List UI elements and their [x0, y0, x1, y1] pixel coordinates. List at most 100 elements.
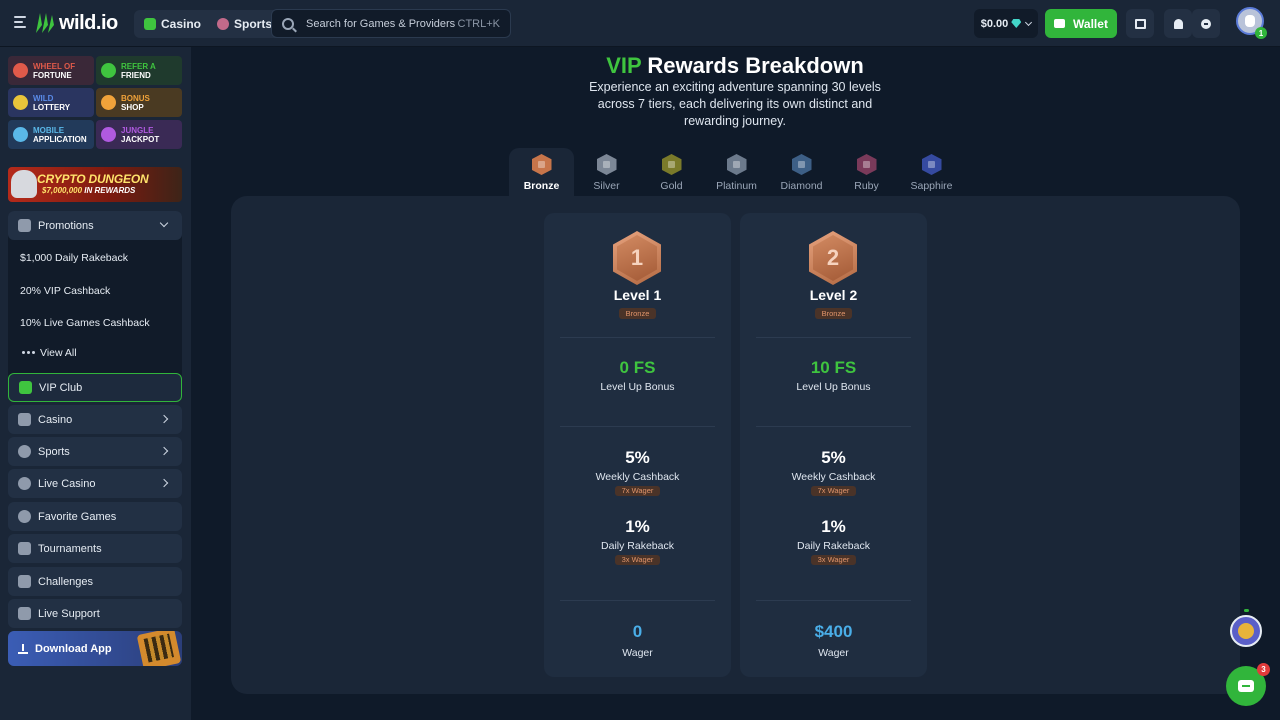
divider [560, 337, 715, 338]
download-icon [18, 643, 28, 654]
tab-ruby[interactable]: Ruby [834, 148, 899, 196]
promo-link-live-cashback[interactable]: 10% Live Games Cashback [20, 317, 150, 329]
tile-mobile-application[interactable]: Mobile Application [8, 120, 94, 149]
tier-badge: Bronze [815, 308, 852, 319]
tile-bonus-shop[interactable]: Bonus Shop [96, 88, 182, 117]
page-title: VIP Rewards Breakdown [595, 53, 875, 79]
tile-refer-a-friend[interactable]: Refer a Friend [96, 56, 182, 85]
nav-casino[interactable]: Casino [140, 10, 205, 38]
rakeback-wager-badge: 3x Wager [615, 555, 660, 565]
wager-value: $400 [814, 622, 853, 641]
wager-value: 0 [632, 622, 643, 641]
wager-label: Wager [818, 647, 849, 659]
avatar[interactable] [1236, 7, 1264, 35]
balance-value: $0.00 [980, 17, 1009, 30]
promo-link-vip-cashback[interactable]: 20% VIP Cashback [20, 285, 111, 297]
sidebar-item-challenges[interactable]: Challenges [8, 567, 182, 596]
sidebar-item-promotions[interactable]: Promotions [8, 211, 182, 240]
search-shortcut: CTRL+K [457, 17, 501, 30]
cashback-wager-badge: 7x Wager [811, 486, 856, 496]
sidebar-item-casino[interactable]: Casino [8, 405, 182, 434]
balance-selector[interactable]: $0.00 [974, 9, 1038, 38]
sidebar-item-favorite-games[interactable]: Favorite Games [8, 502, 182, 531]
crypto-dungeon-banner[interactable]: CRYPTO DUNGEON $7,000,000 IN REWARDS [8, 167, 182, 202]
ruby-tier-icon [856, 154, 877, 175]
download-app-button[interactable]: Download App [8, 631, 182, 666]
more-icon [22, 351, 35, 354]
tab-gold[interactable]: Gold [639, 148, 704, 196]
promo-link-daily-rakeback[interactable]: $1,000 Daily Rakeback [20, 252, 128, 264]
tab-label: Sapphire [910, 180, 953, 192]
chevron-right-icon [159, 414, 169, 424]
level-title: Level 2 [809, 287, 858, 303]
sidebar-item-live-support[interactable]: Live Support [8, 599, 182, 628]
page-subtitle: Experience an exciting adventure spannin… [589, 80, 881, 128]
tab-diamond[interactable]: Diamond [769, 148, 834, 196]
sidebar-item-label: Live Support [38, 607, 100, 620]
sapphire-tier-icon [921, 154, 942, 175]
chat-bubble-icon [1238, 680, 1254, 692]
nav-casino-label: Casino [161, 17, 202, 31]
logo-text: wild.io [59, 11, 118, 34]
divider [560, 600, 715, 601]
chat-unread-badge: 3 [1257, 663, 1270, 676]
tab-sapphire[interactable]: Sapphire [899, 148, 964, 196]
chat-toggle-button[interactable] [1192, 9, 1220, 38]
crown-icon [19, 381, 32, 394]
rewards-button[interactable] [1126, 9, 1154, 38]
avatar-level-badge: 1 [1255, 27, 1267, 39]
promo-view-all[interactable]: View All [40, 347, 77, 359]
tile-jungle-jackpot[interactable]: Jungle Jackpot [96, 120, 182, 149]
tab-label: Ruby [854, 180, 879, 192]
rakeback-wager-badge: 3x Wager [811, 555, 856, 565]
tab-platinum[interactable]: Platinum [704, 148, 769, 196]
sidebar-item-label: Casino [38, 413, 73, 426]
sidebar-item-vip-club[interactable]: VIP Club [8, 373, 182, 402]
top-nav: Casino Sports [134, 10, 283, 38]
tile-line1: Bonus [121, 93, 150, 103]
search-input[interactable]: Search for Games & Providers CTRL+K [271, 9, 511, 38]
chevron-right-icon [159, 446, 169, 456]
mobile-icon [13, 127, 28, 142]
weekly-cashback-value: 5% [821, 448, 846, 467]
swords-icon [18, 575, 31, 588]
logo-claw-icon [36, 13, 54, 33]
shop-icon [101, 95, 116, 110]
tile-line2: Lottery [33, 102, 71, 112]
weekly-cashback-label: Weekly Cashback [595, 471, 680, 483]
level-up-bonus-label: Level Up Bonus [796, 381, 871, 393]
sidebar-item-tournaments[interactable]: Tournaments [8, 534, 182, 563]
tile-line1: Jungle [121, 125, 154, 135]
level-badge-icon: 1 [613, 231, 661, 285]
level-up-bonus-value: 0 FS [619, 358, 656, 377]
daily-rakeback-label: Daily Rakeback [797, 540, 870, 552]
gift-icon [18, 219, 31, 232]
wallet-icon [1054, 19, 1066, 28]
banner-title: CRYPTO DUNGEON [37, 172, 149, 186]
tile-wheel-of-fortune[interactable]: Wheel of Fortune [8, 56, 94, 85]
chevron-down-icon [159, 218, 169, 228]
nav-sports[interactable]: Sports [213, 10, 276, 38]
download-app-label: Download App [35, 642, 112, 655]
jackpot-icon [101, 127, 116, 142]
tab-silver[interactable]: Silver [574, 148, 639, 196]
reward-mascot-button[interactable] [1230, 615, 1262, 647]
sports-icon [18, 445, 31, 458]
sidebar-item-sports[interactable]: Sports [8, 437, 182, 466]
sidebar-item-live-casino[interactable]: Live Casino [8, 469, 182, 498]
level-title: Level 1 [613, 287, 662, 303]
sidebar-item-label: Live Casino [38, 477, 96, 490]
daily-rakeback-value: 1% [625, 517, 650, 536]
menu-icon[interactable] [14, 16, 26, 30]
notifications-button[interactable] [1164, 9, 1192, 38]
logo[interactable]: wild.io [34, 11, 118, 35]
tile-line1: Mobile [33, 125, 65, 135]
wallet-button[interactable]: Wallet [1045, 9, 1117, 38]
tile-line1: Wild [33, 93, 54, 103]
wallet-label: Wallet [1073, 16, 1108, 31]
divider [560, 426, 715, 427]
tab-bronze[interactable]: Bronze [509, 148, 574, 196]
tile-line2: Friend [121, 70, 151, 80]
tile-wild-lottery[interactable]: Wild Lottery [8, 88, 94, 117]
sidebar-item-label: Challenges [38, 575, 94, 588]
